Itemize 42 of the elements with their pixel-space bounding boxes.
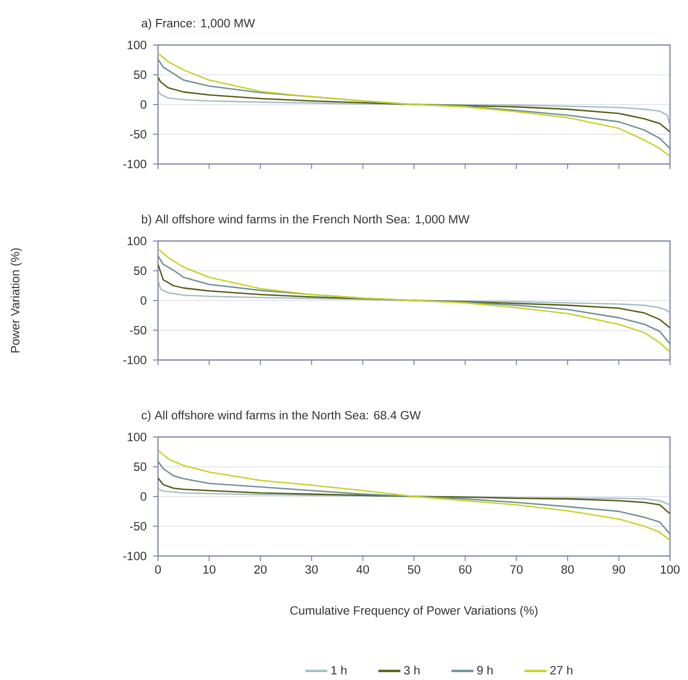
- line-series: [158, 477, 670, 514]
- legend-label: 27 h: [550, 666, 572, 674]
- legend-label: 9 h: [477, 666, 493, 675]
- x-tick-label: 30: [305, 565, 318, 574]
- x-tick-label: 100: [660, 565, 680, 574]
- y-tick-label: 50: [134, 70, 146, 79]
- x-tick-label: 90: [612, 565, 626, 574]
- x-tick-label: 10: [203, 565, 216, 574]
- chart-title: a) France: 1,000 MW: [142, 18, 255, 30]
- y-tick-label: 0: [140, 100, 146, 109]
- chart-title: c) All offshore wind farms in the North Sea: 68.4 GW: [142, 410, 421, 422]
- y-tick-label: 100: [128, 40, 146, 50]
- y-tick-label: -50: [130, 326, 146, 334]
- x-tick-label: 60: [459, 565, 472, 574]
- y-tick-label: -100: [123, 160, 146, 168]
- line-series: [158, 76, 670, 133]
- y-tick-label: -50: [130, 522, 146, 530]
- x-tick-label: 50: [408, 565, 420, 574]
- legend-label: 3 h: [404, 666, 420, 675]
- y-tick-label: -100: [123, 356, 146, 364]
- x-tick-label: 40: [356, 565, 370, 574]
- y-tick-label: 100: [128, 432, 146, 442]
- x-tick-label: 20: [254, 565, 267, 574]
- y-tick-label: 50: [134, 266, 146, 275]
- line-series: [158, 90, 670, 128]
- line-series: [158, 460, 670, 535]
- line-series: [158, 449, 670, 542]
- x-tick-label: 70: [510, 565, 523, 574]
- x-tick-label: 0: [155, 565, 161, 574]
- y-tick-label: -50: [130, 130, 146, 138]
- y-tick-label: 0: [140, 296, 146, 305]
- y-tick-label: 50: [134, 462, 146, 471]
- chart-title: b) All offshore wind farms in the French North Sea: 1,000 MW: [142, 214, 470, 226]
- legend-label: 1 h: [331, 666, 346, 674]
- x-axis-title: Cumulative Frequency of Power Variations (%): [290, 606, 538, 618]
- line-series: [158, 264, 670, 329]
- y-tick-label: 100: [128, 236, 146, 246]
- x-tick-label: 80: [561, 565, 574, 574]
- y-tick-label: -100: [123, 552, 146, 560]
- line-series: [158, 278, 670, 314]
- y-axis-title: Power Variation (%): [10, 248, 22, 352]
- y-tick-label: 0: [140, 492, 146, 501]
